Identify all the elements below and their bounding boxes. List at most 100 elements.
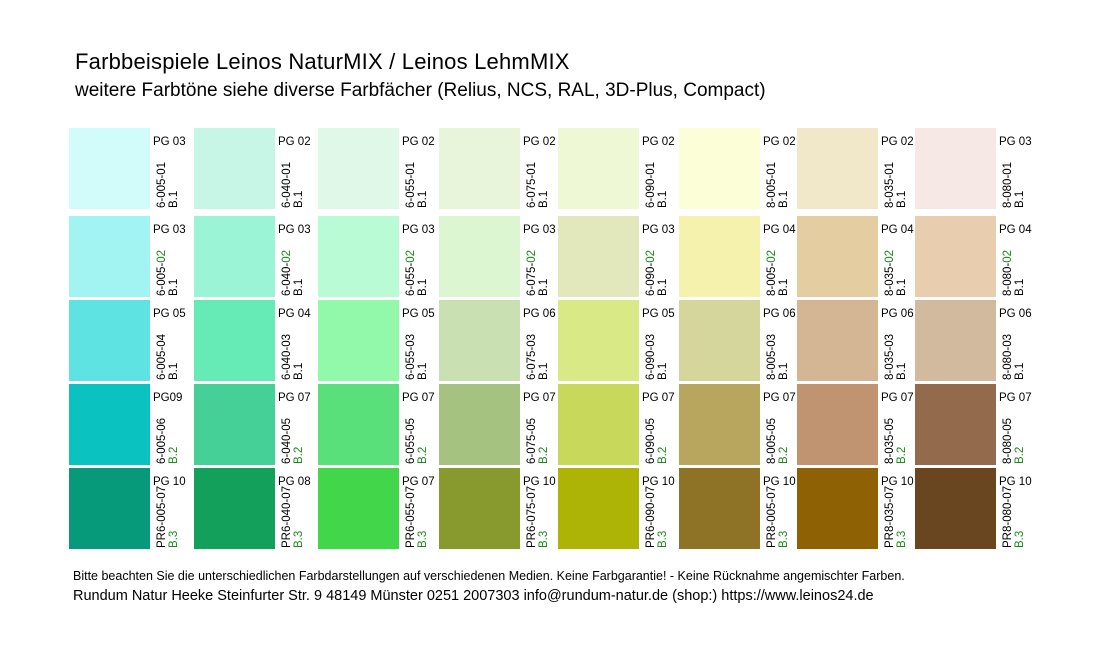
color-code: 8-080-02 [1002, 250, 1014, 296]
color-code-prefix: PR8-005-07 [766, 485, 778, 548]
base-class-label: B.1 [417, 278, 429, 296]
color-code-label: 6-090-02 B.1 [645, 250, 669, 296]
color-swatch [679, 128, 760, 209]
color-code: 6-090-03 [645, 334, 657, 380]
color-code: 6-005-06 [156, 418, 168, 464]
base-class-label: B.1 [657, 190, 669, 208]
color-code-prefix: 6-075- [526, 262, 538, 296]
base-class-label: B.1 [168, 278, 180, 296]
color-code-label: 8-035-05 B.2 [884, 418, 908, 464]
color-code-prefix: 6-055-03 [405, 333, 417, 380]
color-swatch [558, 216, 639, 297]
color-code-prefix: 6-055- [405, 262, 417, 296]
price-group-label: PG 03 [999, 136, 1032, 148]
color-code-prefix: 8-080- [1002, 262, 1014, 296]
color-swatch [558, 128, 639, 209]
base-class-label: B.1 [1014, 278, 1026, 296]
color-swatch [69, 384, 150, 465]
base-class-label: B.1 [778, 190, 790, 208]
color-code: 6-040-01 [281, 162, 293, 208]
price-group-label: PG 10 [642, 476, 675, 488]
contact-line: Rundum Natur Heeke Steinfurter Str. 9 48… [73, 588, 874, 604]
color-swatch [194, 128, 275, 209]
color-code-label: 6-090-03 B.1 [645, 334, 669, 380]
price-group-label: PG 04 [763, 224, 796, 236]
color-code: PR6-055-07 [405, 486, 417, 548]
color-code-prefix: 6-090- [645, 262, 657, 296]
color-code-prefix: PR6-005-07 [156, 485, 168, 548]
color-code-prefix: 6-040-01 [281, 161, 293, 208]
base-class-label: B.2 [778, 446, 790, 464]
color-code: 6-055-03 [405, 334, 417, 380]
color-code-prefix: PR6-055-07 [405, 485, 417, 548]
base-class-label: B.2 [896, 446, 908, 464]
color-code-prefix: 6-040-03 [281, 333, 293, 380]
base-class-label: B.1 [896, 190, 908, 208]
color-code-label: 6-055-05 B.2 [405, 418, 429, 464]
color-code-prefix: 6-055-01 [405, 161, 417, 208]
price-group-label: PG 05 [642, 308, 675, 320]
color-code-suffix: 02 [645, 249, 657, 263]
color-swatch [797, 384, 878, 465]
color-code-suffix: 02 [281, 249, 293, 263]
swatch-grid: PG 03 6-005-01 B.1 PG 02 6-040-01 B.1 PG 02 6-0… [69, 128, 1032, 549]
color-code-label: PR6-040-07 B.3 [281, 486, 305, 548]
color-code: 6-075-01 [526, 162, 538, 208]
price-group-label: PG 02 [278, 136, 311, 148]
color-swatch [558, 468, 639, 549]
color-code-prefix: PR6-090-07 [645, 485, 657, 548]
color-code-prefix: 8-005-03 [766, 333, 778, 380]
color-code: 6-005-04 [156, 334, 168, 380]
color-swatch [915, 128, 996, 209]
base-class-label: B.1 [538, 190, 550, 208]
price-group-label: PG 03 [523, 224, 556, 236]
color-swatch [439, 216, 520, 297]
color-swatch [679, 384, 760, 465]
color-code-prefix: 8-080-01 [1002, 161, 1014, 208]
color-code-label: 6-005-04 B.1 [156, 334, 180, 380]
color-code: PR6-075-07 [526, 486, 538, 548]
base-class-label: B.1 [293, 190, 305, 208]
base-class-label: B.3 [896, 530, 908, 548]
color-code-prefix: 8-035- [884, 262, 896, 296]
price-group-label: PG 04 [999, 224, 1032, 236]
color-code: 6-005-02 [156, 250, 168, 296]
color-swatch [69, 216, 150, 297]
color-code: PR8-035-07 [884, 486, 896, 548]
color-code-label: PR8-080-07 B.3 [1002, 486, 1026, 548]
color-swatch [318, 468, 399, 549]
base-class-label: B.1 [896, 278, 908, 296]
color-code-label: 6-005-06 B.2 [156, 418, 180, 464]
color-code-prefix: 8-035-05 [884, 417, 896, 464]
color-code: 6-040-02 [281, 250, 293, 296]
price-group-label: PG 07 [402, 476, 435, 488]
price-group-label: PG 03 [153, 224, 186, 236]
color-swatch [318, 300, 399, 381]
color-code-prefix: 6-090-01 [645, 161, 657, 208]
color-code-prefix: 6-090-05 [645, 417, 657, 464]
color-code: 6-075-02 [526, 250, 538, 296]
base-class-label: B.1 [538, 362, 550, 380]
color-code: PR6-005-07 [156, 486, 168, 548]
price-group-label: PG 10 [153, 476, 186, 488]
base-class-label: B.1 [168, 362, 180, 380]
color-code-label: 6-075-01 B.1 [526, 162, 550, 208]
color-code: 8-035-02 [884, 250, 896, 296]
color-code-prefix: 6-055-05 [405, 417, 417, 464]
color-code-prefix: PR6-040-07 [281, 485, 293, 548]
price-group-label: PG 07 [999, 392, 1032, 404]
color-swatch [194, 468, 275, 549]
color-code-suffix: 02 [156, 249, 168, 263]
base-class-label: B.3 [778, 530, 790, 548]
price-group-label: PG 10 [763, 476, 796, 488]
price-group-label: PG 06 [881, 308, 914, 320]
base-class-label: B.3 [657, 530, 669, 548]
price-group-label: PG 03 [278, 224, 311, 236]
price-group-label: PG 02 [642, 136, 675, 148]
color-code-prefix: 8-005-01 [766, 161, 778, 208]
base-class-label: B.1 [538, 278, 550, 296]
price-group-label: PG 03 [642, 224, 675, 236]
color-code: 6-040-05 [281, 418, 293, 464]
color-code-prefix: 8-005- [766, 262, 778, 296]
color-swatch [439, 300, 520, 381]
